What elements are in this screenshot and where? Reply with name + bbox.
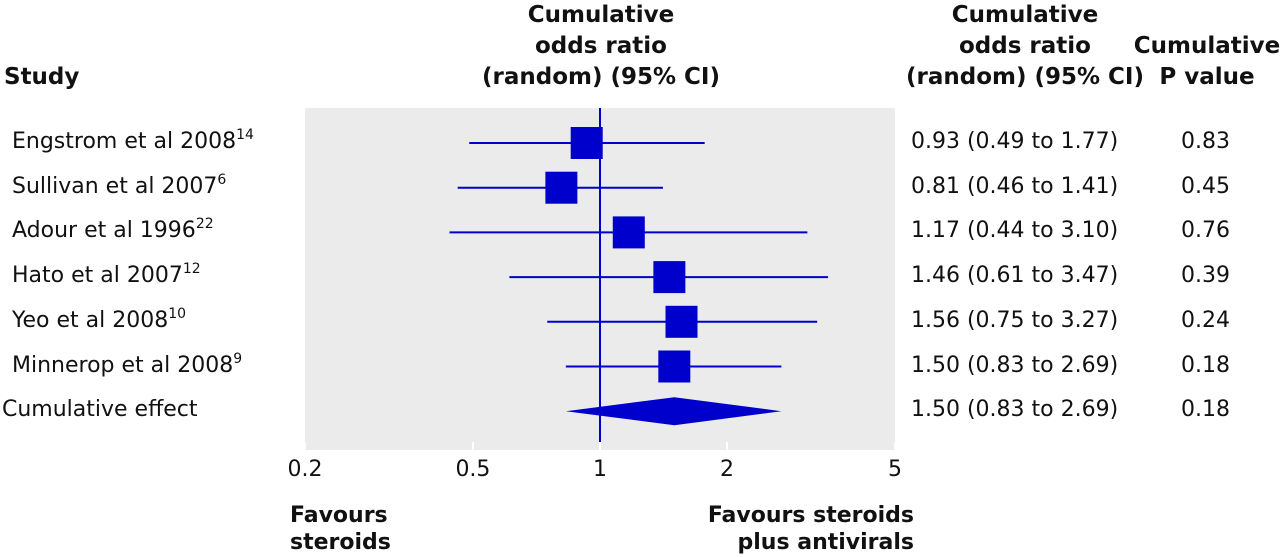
reference-number: 10 (168, 305, 187, 322)
summary-odds-ratio-value: 1.50 (0.83 to 2.69) (911, 397, 1119, 423)
p-value: 0.18 (1181, 352, 1230, 378)
p-value: 0.45 (1181, 173, 1230, 199)
odds-ratio-value: 0.93 (0.49 to 1.77) (911, 129, 1119, 154)
study-label: Yeo et al 200810 (12, 305, 187, 334)
x-tick-label: 0.5 (455, 457, 491, 482)
p-header-line-1: Cumulative (1133, 33, 1280, 59)
or-header-line-1: Cumulative (951, 2, 1099, 28)
reference-number: 9 (233, 350, 243, 367)
study-label: Hato et al 200712 (12, 261, 201, 289)
study-header: Study (4, 64, 80, 90)
odds-ratio-value: 1.56 (0.75 to 3.27) (911, 307, 1119, 333)
study-name: Sullivan et al 2007 (12, 173, 218, 199)
p-value: 0.76 (1181, 218, 1230, 244)
reference-number: 22 (195, 216, 214, 233)
x-tick-label: 2 (720, 457, 735, 482)
study-name: Minnerop et al 2008 (12, 352, 234, 378)
odds-ratio-value: 1.50 (0.83 to 2.69) (911, 352, 1119, 378)
or-column-header: Cumulative odds ratio (random) (95% CI) (884, 0, 1166, 93)
favours-left-label: Favours steroids (290, 502, 391, 556)
summary-diamond (565, 397, 782, 426)
point-estimate-square (658, 350, 691, 383)
x-tick-label: 5 (888, 457, 902, 482)
favours-right-label: Favours steroids plus antivirals (660, 502, 914, 556)
odds-ratio-value: 1.17 (0.44 to 3.10) (911, 218, 1119, 244)
p-value: 0.39 (1181, 263, 1230, 289)
plot-header-line-2: odds ratio (535, 33, 667, 59)
plot-header-line-3: (random) (95% CI) (481, 64, 721, 90)
point-estimate-square (653, 261, 686, 294)
x-tick-label: 0.2 (287, 457, 323, 482)
favours-right-line-2: plus antivirals (737, 530, 914, 555)
plot-header-line-1: Cumulative (527, 2, 675, 28)
point-estimate-square (612, 216, 645, 249)
or-header-line-3: (random) (95% CI) (905, 64, 1145, 90)
study-name: Engstrom et al 2008 (12, 129, 237, 154)
study-label: Engstrom et al 200814 (12, 127, 254, 155)
favours-left-line-1: Favours (290, 503, 388, 528)
study-name: Yeo et al 2008 (12, 307, 169, 333)
p-value: 0.83 (1181, 129, 1230, 154)
point-estimate-square (665, 305, 698, 338)
odds-ratio-value: 0.81 (0.46 to 1.41) (911, 173, 1119, 199)
reference-number: 14 (236, 127, 254, 143)
p-column-header: Cumulative P value (1133, 31, 1280, 93)
or-header-line-2: odds ratio (959, 33, 1091, 59)
summary-label: Cumulative effect (2, 397, 198, 423)
study-label: Sullivan et al 20076 (12, 171, 227, 200)
reference-number: 6 (217, 171, 227, 188)
p-header-line-2: P value (1159, 64, 1255, 90)
odds-ratio-value: 1.46 (0.61 to 3.47) (911, 263, 1119, 289)
favours-right-line-1: Favours steroids (707, 503, 914, 528)
p-value: 0.24 (1181, 307, 1230, 333)
reference-number: 12 (182, 261, 201, 278)
plot-header: Cumulative odds ratio (random) (95% CI) (460, 0, 742, 93)
study-label: Minnerop et al 20089 (12, 350, 243, 379)
summary-p-value: 0.18 (1181, 397, 1230, 423)
point-estimate-square (570, 127, 603, 159)
study-label: Adour et al 199622 (12, 216, 214, 244)
favours-left-line-2: steroids (290, 530, 391, 555)
x-tick-label: 1 (593, 457, 607, 482)
point-estimate-square (545, 171, 578, 204)
study-name: Adour et al 1996 (12, 218, 196, 244)
study-name: Hato et al 2007 (12, 263, 183, 289)
